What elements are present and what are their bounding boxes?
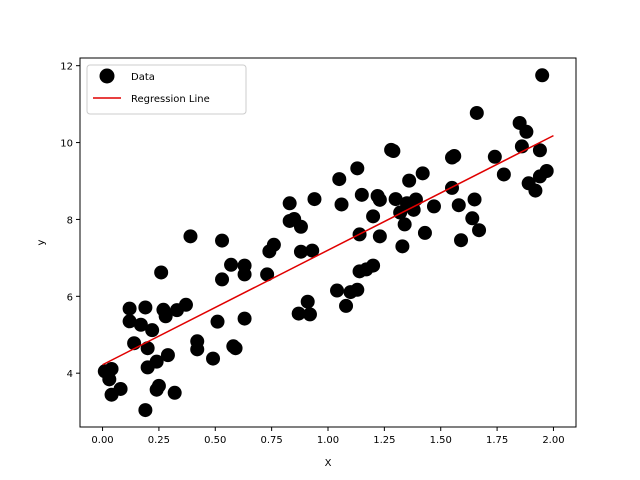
data-point xyxy=(293,244,308,259)
data-point xyxy=(397,217,412,232)
data-point xyxy=(532,143,547,158)
x-axis-label: X xyxy=(325,458,332,469)
data-point xyxy=(104,361,119,376)
y-tick-label: 6 xyxy=(67,292,73,303)
data-point xyxy=(300,294,315,309)
data-point xyxy=(237,311,252,326)
data-point xyxy=(334,197,349,212)
data-point xyxy=(190,342,205,357)
data-point xyxy=(237,258,252,273)
axes-layer: 0.00 0.25 0.50 0.75 1.00 1.25 1.50 1.75 2.00 4 6 8 1… xyxy=(36,57,577,469)
data-point xyxy=(122,301,137,316)
data-point xyxy=(496,167,511,182)
data-point xyxy=(332,172,347,187)
legend-box xyxy=(86,64,247,115)
data-point xyxy=(528,183,543,198)
x-tick-label: 0.75 xyxy=(261,435,283,446)
data-point xyxy=(167,385,182,400)
data-point xyxy=(539,164,554,179)
data-point xyxy=(487,149,502,164)
data-point xyxy=(293,219,308,234)
data-point xyxy=(210,314,225,329)
data-point xyxy=(305,243,320,258)
data-point xyxy=(149,354,164,369)
y-axis-label: y xyxy=(36,239,47,245)
data-point xyxy=(307,192,322,207)
data-point xyxy=(151,378,166,393)
data-point xyxy=(339,298,354,313)
data-point xyxy=(472,223,487,238)
data-point xyxy=(465,211,480,226)
data-point xyxy=(366,258,381,273)
data-point xyxy=(372,192,387,207)
data-point xyxy=(140,341,155,356)
data-point xyxy=(402,173,417,188)
data-point xyxy=(113,381,128,396)
data-point xyxy=(224,257,239,272)
y-tick-label: 12 xyxy=(60,62,73,73)
data-point xyxy=(451,198,466,213)
data-point xyxy=(206,351,221,366)
data-point xyxy=(467,192,482,207)
data-point xyxy=(178,297,193,312)
data-point xyxy=(260,267,275,282)
data-point xyxy=(417,225,432,240)
data-point xyxy=(215,233,230,248)
x-tick-label: 0.25 xyxy=(148,435,170,446)
legend-label-regression: Regression Line xyxy=(131,94,210,105)
x-tick-label: 2.00 xyxy=(542,435,564,446)
data-point xyxy=(145,323,160,338)
data-point xyxy=(386,144,401,159)
data-point xyxy=(350,161,365,176)
legend-label-data: Data xyxy=(131,72,155,83)
data-point xyxy=(408,192,423,207)
data-point xyxy=(158,309,173,324)
plot-layer xyxy=(97,68,554,418)
legend: Data Regression Line xyxy=(86,64,247,115)
y-tick-label: 10 xyxy=(60,139,73,150)
data-point xyxy=(154,265,169,280)
data-point xyxy=(228,341,243,356)
data-point xyxy=(388,192,403,207)
x-tick-label: 1.75 xyxy=(486,435,508,446)
data-point xyxy=(426,199,441,214)
x-tick-label: 1.00 xyxy=(317,435,339,446)
y-tick-label: 4 xyxy=(67,369,73,380)
data-point xyxy=(350,282,365,297)
data-point xyxy=(133,317,148,332)
data-point xyxy=(330,283,345,298)
data-point xyxy=(354,187,369,202)
data-point xyxy=(395,239,410,254)
x-tick-label: 1.50 xyxy=(430,435,452,446)
data-point xyxy=(366,209,381,224)
data-point xyxy=(282,196,297,211)
x-tick-label: 1.25 xyxy=(373,435,395,446)
data-point xyxy=(138,300,153,315)
data-point xyxy=(266,237,281,252)
data-point xyxy=(415,166,430,181)
data-point xyxy=(160,348,175,363)
data-point xyxy=(535,68,550,83)
data-point xyxy=(519,124,534,139)
x-tick-label: 0.50 xyxy=(204,435,226,446)
data-point xyxy=(138,403,153,418)
data-point xyxy=(291,306,306,321)
data-point xyxy=(122,314,137,329)
data-point xyxy=(447,149,462,164)
data-point xyxy=(302,307,317,322)
regression-line xyxy=(102,134,554,366)
data-point xyxy=(215,272,230,287)
data-point xyxy=(183,229,198,244)
x-tick-label: 0.00 xyxy=(91,435,113,446)
legend-marker-data xyxy=(99,68,115,84)
data-point xyxy=(454,233,469,248)
data-point xyxy=(372,229,387,244)
data-point xyxy=(469,105,484,120)
y-tick-label: 8 xyxy=(67,215,73,226)
